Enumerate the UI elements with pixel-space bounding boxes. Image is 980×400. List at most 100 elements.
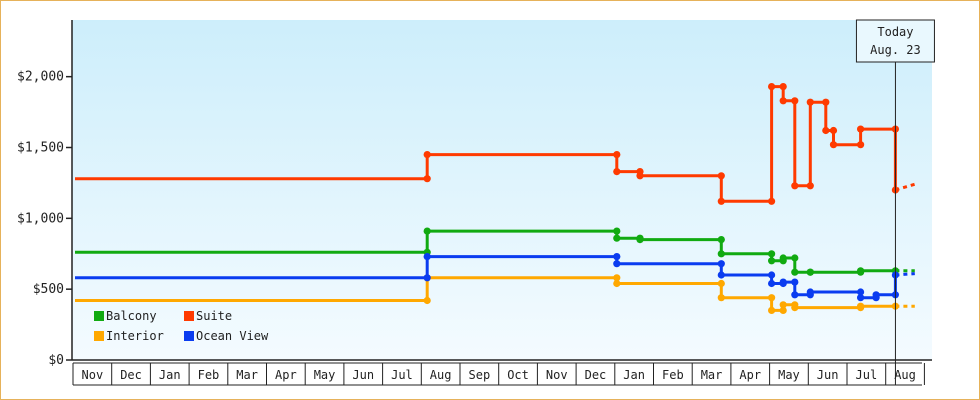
legend-swatch [94, 331, 104, 341]
x-tick-label: Nov [546, 368, 568, 382]
today-date: Aug. 23 [870, 43, 921, 57]
x-tick-label: Feb [662, 368, 684, 382]
series-point[interactable] [779, 83, 787, 91]
x-tick-label: Aug [430, 368, 452, 382]
series-point[interactable] [613, 253, 621, 261]
series-point[interactable] [613, 279, 621, 288]
series-point[interactable] [806, 182, 814, 190]
series-point[interactable] [717, 197, 725, 205]
series-point[interactable] [423, 227, 431, 235]
x-tick-label: Aug [894, 368, 916, 382]
series-point[interactable] [857, 267, 865, 275]
series-point[interactable] [423, 274, 431, 282]
y-tick-label: $1,000 [17, 211, 64, 226]
series-point[interactable] [717, 279, 725, 288]
series-point[interactable] [829, 141, 838, 149]
series-point[interactable] [791, 291, 799, 299]
series-point[interactable] [779, 301, 787, 309]
series-point[interactable] [857, 302, 865, 310]
series-point[interactable] [717, 260, 725, 268]
y-tick-label: $2,000 [17, 70, 64, 85]
legend-swatch [184, 311, 194, 321]
series-point[interactable] [791, 304, 799, 312]
x-tick-label: Sep [469, 368, 491, 382]
y-tick-label: $0 [48, 353, 64, 368]
x-tick-label: May [778, 368, 800, 382]
series-point[interactable] [423, 151, 431, 159]
series-point[interactable] [791, 278, 799, 286]
today-label: Today [877, 25, 913, 39]
series-point[interactable] [768, 197, 776, 205]
series-point[interactable] [768, 294, 776, 302]
series-point[interactable] [636, 236, 644, 244]
series-point[interactable] [613, 234, 621, 242]
series-point[interactable] [768, 306, 776, 314]
series-point[interactable] [829, 126, 838, 135]
series-point[interactable] [423, 253, 431, 261]
series-point[interactable] [779, 254, 787, 262]
series-point[interactable] [791, 182, 799, 190]
series-point[interactable] [768, 271, 776, 279]
x-tick-label: Dec [585, 368, 607, 382]
series-point[interactable] [613, 151, 621, 159]
legend-label: Interior [106, 329, 164, 343]
x-tick-label: Mar [236, 368, 258, 382]
x-tick-label: Apr [275, 368, 297, 382]
series-point[interactable] [779, 278, 787, 286]
series-point[interactable] [423, 175, 431, 183]
series-point[interactable] [857, 141, 865, 149]
series-point[interactable] [613, 274, 621, 282]
series-point[interactable] [857, 125, 865, 133]
series-point[interactable] [791, 268, 799, 276]
x-tick-label: Feb [198, 368, 220, 382]
series-point[interactable] [791, 254, 799, 262]
y-tick-label: $1,500 [17, 141, 64, 156]
x-tick-label: Mar [701, 368, 723, 382]
series-point[interactable] [613, 168, 621, 176]
series-point[interactable] [768, 250, 776, 258]
series-point[interactable] [822, 126, 830, 135]
series-point[interactable] [636, 172, 644, 180]
x-tick-label: Dec [120, 368, 142, 382]
today-box [855, 19, 935, 63]
x-tick-label: Oct [507, 368, 529, 382]
series-point[interactable] [717, 294, 725, 302]
y-tick-label: $500 [33, 282, 64, 297]
legend-swatch [184, 331, 194, 341]
legend-label: Balcony [106, 309, 157, 323]
series-point[interactable] [613, 260, 621, 268]
x-tick-label: Jun [352, 368, 374, 382]
series-point[interactable] [423, 296, 431, 305]
series-line [75, 276, 896, 312]
x-tick-label: Jun [817, 368, 839, 382]
series-point[interactable] [613, 227, 621, 235]
series-point[interactable] [717, 172, 725, 180]
series-point[interactable] [768, 257, 776, 265]
x-tick-label: Jul [856, 368, 878, 382]
x-tick-label: Jul [391, 368, 413, 382]
series-point[interactable] [717, 236, 725, 244]
x-tick-label: Jan [623, 368, 645, 382]
series-point[interactable] [806, 268, 814, 276]
x-tick-label: Jan [159, 368, 181, 382]
series-point[interactable] [857, 294, 865, 302]
series-point[interactable] [717, 271, 725, 279]
legend-label: Suite [196, 309, 232, 323]
series-point[interactable] [822, 98, 830, 106]
series-point[interactable] [872, 291, 880, 299]
series-point[interactable] [779, 97, 787, 105]
series-point[interactable] [791, 97, 799, 105]
series-point[interactable] [768, 83, 776, 91]
series-point[interactable] [806, 98, 814, 106]
series-point[interactable] [779, 306, 787, 314]
series-point[interactable] [806, 288, 814, 296]
legend-swatch [94, 311, 104, 321]
legend-label: Ocean View [196, 329, 269, 343]
series-point[interactable] [768, 279, 776, 288]
series-point[interactable] [717, 250, 725, 258]
x-tick-label: Nov [82, 368, 104, 382]
series-point[interactable] [857, 288, 865, 296]
x-tick-label: May [314, 368, 336, 382]
x-tick-label: Apr [739, 368, 761, 382]
